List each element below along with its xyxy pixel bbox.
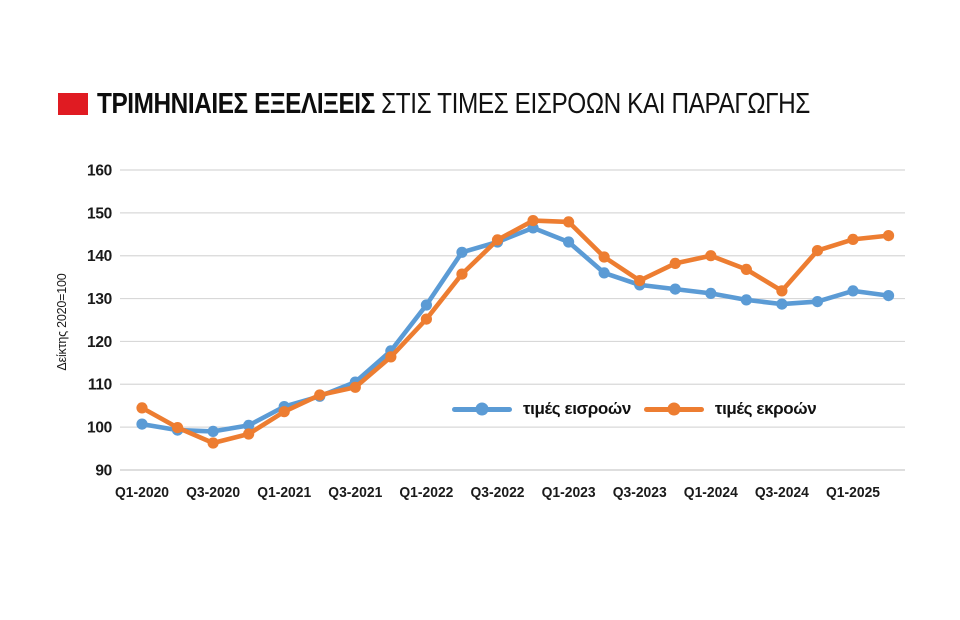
data-point-input-prices-Q1-2023 [563, 236, 575, 248]
x-tick-label: Q3-2024 [755, 484, 810, 501]
data-point-output-prices-Q1-2023 [563, 216, 575, 228]
data-point-output-prices-Q4-2020 [243, 428, 255, 440]
data-point-input-prices-Q1-2025 [847, 285, 859, 297]
x-tick-label: Q1-2022 [399, 484, 453, 501]
legend-label-input-prices: τιμές εισροών [523, 399, 631, 418]
x-tick-label: Q3-2021 [328, 484, 382, 501]
chart-legend: τιμές εισροών τιμές εκροών [452, 399, 817, 419]
data-point-input-prices-Q4-2024 [811, 296, 824, 308]
x-tick-label: Q1-2023 [542, 484, 596, 501]
x-tick-label: Q1-2021 [257, 484, 311, 501]
data-point-input-prices-Q1-2024 [705, 287, 717, 299]
data-point-output-prices-Q2-2025 [882, 230, 895, 242]
output-prices-line-swatch-icon [643, 402, 704, 416]
data-point-input-prices-Q2-2025 [882, 290, 895, 302]
page-title-regular: ΣΤΙΣ ΤΙΜΕΣ ΕΙΣΡΟΩΝ ΚΑΙ ΠΑΡΑΓΩΓΗΣ [374, 88, 810, 120]
red-square-marker [58, 93, 88, 115]
data-point-output-prices-Q3-2023 [634, 275, 646, 287]
y-tick-label: 110 [88, 377, 112, 394]
data-point-output-prices-Q3-2020 [207, 437, 219, 449]
data-point-output-prices-Q2-2022 [456, 268, 468, 280]
data-point-input-prices-Q1-2022 [420, 299, 432, 311]
legend-label-output-prices: τιμές εκροών [714, 399, 817, 418]
data-point-input-prices-Q2-2023 [598, 267, 610, 279]
y-axis-title: Δείκτης 2020=100 [55, 273, 69, 370]
x-tick-label: Q1-2020 [115, 484, 169, 501]
data-point-input-prices-Q3-2024 [776, 298, 788, 310]
data-point-output-prices-Q2-2023 [598, 251, 610, 263]
input-prices-marker-icon [475, 402, 489, 416]
data-point-input-prices-Q2-2024 [740, 294, 752, 306]
data-point-output-prices-Q2-2024 [740, 263, 752, 275]
x-tick-label: Q3-2022 [471, 484, 525, 501]
y-tick-label: 130 [87, 291, 112, 308]
data-point-output-prices-Q1-2024 [705, 250, 717, 262]
data-point-input-prices-Q3-2020 [207, 425, 219, 437]
data-point-output-prices-Q3-2022 [491, 234, 504, 246]
data-point-output-prices-Q2-2020 [171, 422, 184, 434]
data-point-output-prices-Q4-2024 [811, 245, 824, 257]
data-point-input-prices-Q2-2022 [456, 246, 468, 258]
x-tick-label: Q3-2020 [186, 484, 240, 501]
data-point-output-prices-Q1-2021 [278, 406, 290, 418]
series-line-input-prices [139, 225, 891, 434]
input-prices-line-swatch-icon [452, 402, 512, 416]
output-prices-marker-icon [667, 402, 681, 416]
data-point-output-prices-Q3-2024 [776, 285, 788, 297]
data-point-output-prices-Q4-2022 [527, 215, 539, 227]
data-point-input-prices-Q1-2020 [136, 418, 148, 430]
page-title: ΤΡΙΜΗΝΙΑΙΕΣ ΕΞΕΛΙΞΕΙΣ ΣΤΙΣ ΤΙΜΕΣ ΕΙΣΡΟΩΝ… [58, 88, 946, 120]
data-point-output-prices-Q3-2021 [349, 381, 361, 393]
x-tick-label: Q1-2024 [684, 484, 739, 501]
data-point-output-prices-Q4-2021 [385, 351, 397, 363]
y-tick-label: 120 [87, 334, 112, 351]
data-point-input-prices-Q4-2023 [669, 283, 681, 295]
data-point-output-prices-Q1-2025 [847, 233, 859, 245]
data-point-output-prices-Q4-2023 [669, 257, 681, 269]
page-title-text: ΤΡΙΜΗΝΙΑΙΕΣ ΕΞΕΛΙΞΕΙΣ ΣΤΙΣ ΤΙΜΕΣ ΕΙΣΡΟΩΝ… [97, 88, 810, 120]
x-tick-label: Q1-2025 [826, 484, 880, 501]
y-tick-label: 150 [87, 205, 112, 222]
page-title-bold: ΤΡΙΜΗΝΙΑΙΕΣ ΕΞΕΛΙΞΕΙΣ [97, 88, 375, 120]
y-tick-label: 160 [87, 162, 112, 179]
x-tick-label: Q3-2023 [613, 484, 667, 501]
data-point-output-prices-Q1-2022 [420, 313, 432, 325]
data-point-output-prices-Q1-2020 [136, 402, 148, 414]
series-line-output-prices [139, 218, 891, 446]
legend-item-output-prices: τιμές εκροών [643, 399, 817, 419]
data-point-output-prices-Q2-2021 [314, 389, 326, 401]
y-tick-label: 100 [87, 420, 112, 437]
y-tick-label: 140 [87, 248, 112, 265]
y-tick-label: 90 [95, 462, 112, 479]
data-point-input-prices-Q4-2020 [243, 419, 255, 431]
legend-item-input-prices: τιμές εισροών [452, 399, 631, 419]
